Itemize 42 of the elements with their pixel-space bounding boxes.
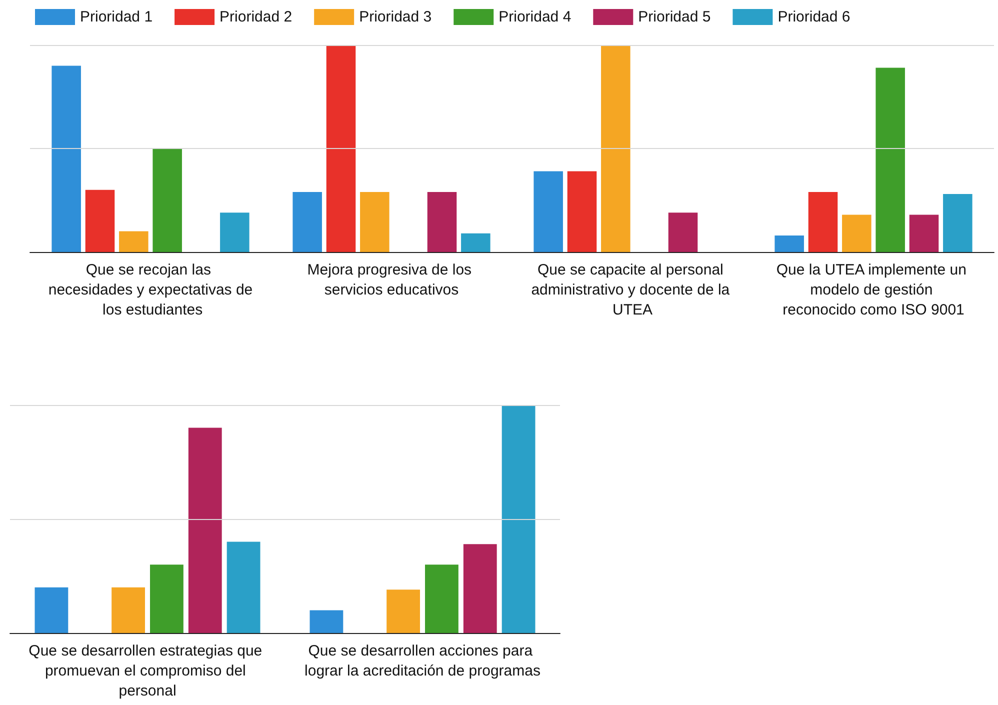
bar	[226, 542, 260, 633]
bar	[502, 405, 536, 633]
bar	[85, 190, 115, 252]
bar	[463, 544, 497, 633]
x-tick-label: Que se capacite al personal administrativo y docente de la UTEA	[531, 262, 734, 318]
bar	[943, 194, 972, 252]
bar	[567, 171, 597, 252]
x-tick-label: Que la UTEA implemente un modelo de gestión reconocido como ISO 9001	[776, 262, 971, 318]
x-tick-label: Que se desarrollen acciones para lograr la acreditación de programas	[304, 642, 540, 680]
bar	[150, 564, 184, 633]
bar	[292, 192, 322, 252]
bar	[119, 231, 148, 252]
bar	[188, 428, 222, 633]
bar	[34, 587, 68, 633]
legend-label: Prioridad 5	[638, 8, 711, 26]
bar	[808, 192, 838, 252]
legend-label: Prioridad 3	[359, 8, 432, 26]
legend-label: Prioridad 1	[80, 8, 153, 26]
bar	[112, 587, 145, 633]
legend-label: Prioridad 4	[498, 8, 572, 26]
bar	[326, 45, 356, 252]
bar	[220, 212, 250, 252]
bar	[842, 214, 872, 252]
bar	[386, 590, 420, 633]
bar	[310, 610, 344, 633]
bar	[668, 212, 698, 252]
x-tick-label: Que se desarrollen estrategias que promuevan el compromiso del personal	[28, 642, 266, 700]
bar	[534, 171, 563, 252]
bar	[425, 564, 458, 633]
bar	[152, 148, 182, 252]
legend-label: Prioridad 6	[778, 8, 850, 26]
bar	[360, 192, 390, 252]
legend-label: Prioridad 2	[220, 8, 292, 26]
bar	[876, 68, 905, 252]
bar	[427, 192, 457, 252]
bar	[461, 233, 490, 252]
bar	[601, 45, 630, 252]
bar	[909, 214, 939, 252]
x-tick-label: Que se recojan las necesidades y expectativas de los estudiantes	[48, 262, 253, 318]
bar	[774, 235, 804, 252]
x-tick-label: Mejora progresiva de los servicios educativos	[307, 262, 476, 298]
bar	[52, 66, 81, 252]
